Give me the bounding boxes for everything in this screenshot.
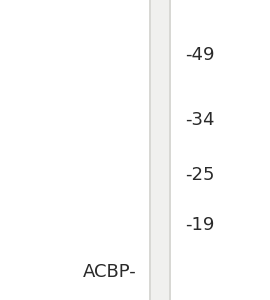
Text: ACBP-: ACBP-: [83, 263, 137, 281]
Text: -19: -19: [185, 216, 214, 234]
Bar: [149, 0, 171, 300]
Text: -34: -34: [185, 111, 214, 129]
Bar: [149, 0, 151, 300]
Bar: [169, 0, 171, 300]
Text: -49: -49: [185, 46, 214, 64]
Text: -25: -25: [185, 166, 214, 184]
